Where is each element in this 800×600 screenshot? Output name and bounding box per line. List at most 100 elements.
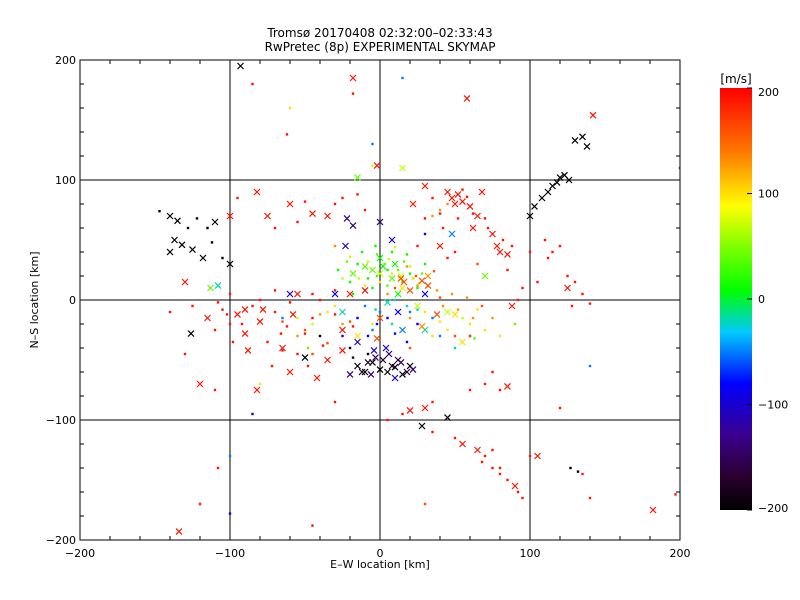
data-point-x	[409, 200, 417, 208]
colorbar-tick-label: 200	[758, 86, 779, 99]
y-tick-label: −200	[46, 534, 76, 547]
data-point-dot	[431, 430, 434, 434]
data-point-dot	[465, 195, 469, 198]
data-point-x	[174, 217, 181, 225]
data-point-dot	[285, 133, 289, 136]
data-point-dot	[281, 320, 284, 323]
data-point-dot	[446, 256, 449, 260]
data-point-x	[376, 366, 384, 374]
data-point-x	[342, 242, 349, 250]
data-point-dot	[453, 250, 457, 254]
data-point-dot	[351, 92, 355, 95]
data-point-x	[187, 330, 195, 338]
data-point-x	[361, 286, 369, 294]
data-point-dot	[510, 244, 514, 248]
data-point-dot	[326, 310, 329, 314]
data-point-dot	[441, 304, 445, 308]
data-point-dot	[588, 496, 592, 500]
data-point-dot	[378, 280, 382, 284]
data-point-x	[286, 200, 294, 208]
x-tick-label: −200	[65, 547, 95, 560]
data-point-x	[649, 506, 657, 514]
data-point-dot	[366, 260, 370, 263]
data-point-dot	[405, 253, 409, 256]
data-point-dot	[228, 512, 232, 515]
data-point-x	[504, 250, 511, 258]
data-point-dot	[576, 470, 580, 473]
data-point-dot	[498, 472, 502, 476]
data-point-dot	[288, 106, 292, 110]
data-point-x	[207, 284, 214, 292]
data-point-dot	[441, 226, 445, 230]
data-point-dot	[414, 274, 418, 278]
data-point-dot	[375, 253, 379, 256]
data-point-dot	[228, 322, 232, 326]
y-tick-label: 200	[55, 54, 76, 67]
data-point-x	[346, 290, 354, 298]
data-point-dot	[393, 286, 397, 290]
data-point-dot	[401, 280, 404, 284]
data-point-dot	[213, 328, 217, 332]
data-point-x	[244, 346, 252, 354]
data-point-dot	[390, 250, 394, 254]
data-point-dot	[183, 352, 187, 356]
colorbar-tick-label: −200	[758, 502, 788, 515]
data-point-x	[286, 368, 294, 376]
colorbar-tick-label: 100	[758, 188, 779, 201]
data-point-x	[469, 224, 477, 232]
data-point-x	[367, 370, 375, 378]
data-point-dot	[491, 316, 494, 320]
data-point-x	[436, 242, 444, 250]
data-point-x	[565, 176, 573, 184]
data-point-x	[354, 174, 361, 182]
data-point-x	[234, 310, 241, 318]
data-point-dot	[468, 334, 472, 338]
data-point-dot	[281, 349, 284, 352]
data-point-dot	[281, 316, 284, 320]
data-point-x	[385, 350, 393, 358]
data-point-x	[264, 212, 271, 220]
data-point-x	[237, 62, 244, 70]
data-point-x	[379, 356, 387, 364]
data-point-dot	[516, 298, 520, 302]
colorbar-unit-label: [m/s]	[720, 72, 751, 86]
data-point-x	[451, 200, 459, 208]
data-point-dot	[363, 304, 367, 308]
data-point-x	[226, 212, 234, 220]
data-point-dot	[231, 340, 235, 344]
data-point-x	[448, 230, 456, 238]
data-point-x	[349, 74, 357, 82]
data-point-dot	[348, 280, 352, 284]
y-tick-label: 100	[55, 174, 76, 187]
data-point-dot	[558, 244, 562, 248]
data-point-dot	[401, 412, 404, 416]
data-point-x	[391, 374, 399, 382]
data-point-x	[313, 374, 321, 382]
data-point-x	[451, 310, 459, 318]
data-point-dot	[431, 400, 434, 404]
data-point-dot	[311, 292, 314, 296]
data-point-dot	[356, 193, 359, 196]
data-point-x	[444, 414, 451, 422]
data-point-x	[253, 386, 261, 394]
data-point-dot	[386, 418, 389, 422]
data-point-dot	[573, 280, 577, 284]
data-point-x	[399, 164, 406, 172]
data-point-x	[343, 214, 351, 222]
data-point-dot	[405, 340, 409, 344]
data-point-dot	[416, 286, 419, 290]
data-point-x	[463, 94, 471, 102]
data-point-dot	[513, 322, 517, 326]
data-point-dot	[333, 244, 337, 248]
data-point-dot	[158, 210, 161, 213]
data-point-dot	[408, 310, 412, 314]
data-point-dot	[333, 202, 337, 206]
data-point-dot	[251, 304, 254, 308]
x-tick-label: 100	[520, 547, 541, 560]
data-point-dot	[341, 334, 344, 338]
data-point-x	[409, 366, 417, 374]
data-point-x	[382, 344, 390, 352]
data-point-dot	[480, 304, 484, 308]
data-point-dot	[221, 256, 224, 260]
